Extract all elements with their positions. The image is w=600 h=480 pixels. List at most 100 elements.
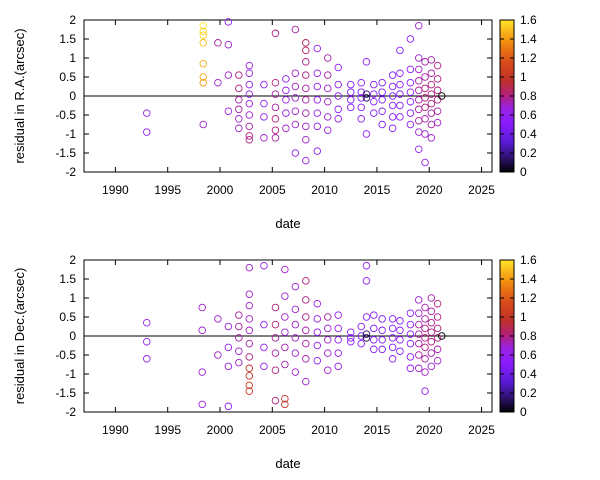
data-point [427,69,436,77]
data-point [271,134,280,142]
data-point [388,113,397,121]
data-point [378,120,386,129]
data-point [396,46,404,55]
data-point [362,330,371,338]
data-point [199,73,208,81]
data-point [198,400,206,409]
data-point [396,326,404,335]
data-point [291,320,300,329]
colorbar-tick-label: 1 [520,310,527,324]
data-point [406,364,415,373]
data-point [362,90,371,98]
data-point [245,263,254,272]
data-point [433,118,442,127]
data-point [388,71,397,79]
data-point [396,317,404,325]
y-tick-label: 1.5 [59,32,76,46]
data-point [302,96,310,104]
data-point [302,156,310,165]
data-point [415,116,423,125]
data-point [260,113,268,121]
data-point [291,334,300,342]
data-point [313,341,322,350]
data-point [245,315,254,323]
data-point [198,303,206,312]
data-point [271,303,280,312]
data-point [291,69,300,77]
data-point [291,368,300,376]
data-point [224,402,233,411]
colorbar-tick-label: 0.8 [520,89,537,103]
data-point [324,324,332,333]
data-point [260,99,268,108]
data-point [334,311,342,319]
x-tick-label: 1995 [154,423,181,437]
data-point [235,358,243,367]
data-point [427,362,436,371]
data-point [378,107,386,115]
data-point [433,313,442,321]
data-point [421,324,429,333]
data-point [421,387,429,395]
data-point [370,90,378,98]
colorbar-tick-label: 1.6 [520,253,537,267]
y-tick-label: 1 [69,51,76,65]
data-point [421,103,429,112]
data-point [357,322,365,331]
x-tick-label: 2010 [311,183,338,197]
data-point [347,103,355,112]
data-point [334,63,342,72]
data-point [224,107,233,115]
data-point [302,326,310,335]
data-point [370,80,378,89]
data-point [421,73,429,81]
data-point [245,353,254,361]
data-point [302,122,310,131]
data-point [347,80,355,89]
data-point [334,105,342,114]
data-point [245,111,254,119]
data-point [357,103,365,112]
data-point [396,69,404,77]
data-point [334,115,342,123]
data-point [224,71,233,79]
y-tick-label: -1 [65,367,76,381]
data-point [433,86,442,95]
data-point [427,294,436,302]
data-point [427,134,436,142]
y-tick-label: 0 [69,329,76,343]
data-point [302,355,310,363]
colorbar-tick-label: 0 [520,165,527,179]
data-point [291,25,300,34]
data-point [245,301,254,310]
data-point [281,265,289,274]
colorbar-tick-label: 0.6 [520,108,537,122]
data-point [427,307,436,316]
data-point [235,124,243,133]
colorbar-tick-label: 1.2 [520,51,537,65]
data-point [143,318,151,327]
data-point [198,326,206,335]
data-point [415,54,423,62]
data-point [362,130,371,138]
data-point [415,65,423,74]
data-point [224,40,233,49]
data-point [427,349,436,357]
y-tick-label: 2 [69,13,76,27]
data-point [388,355,397,363]
data-point [199,31,208,39]
data-point [282,75,290,83]
x-tick-label: 2020 [416,423,443,437]
data-point [235,71,243,79]
data-point [421,334,429,342]
data-point [378,315,386,323]
data-point [245,135,254,144]
data-point [271,320,280,329]
x-tick-label: 2005 [259,423,286,437]
data-point [302,277,310,285]
data-point [433,299,442,308]
data-point [324,54,332,62]
data-point [302,377,310,386]
y-tick-label: -1.5 [55,386,76,400]
data-point [427,80,436,89]
